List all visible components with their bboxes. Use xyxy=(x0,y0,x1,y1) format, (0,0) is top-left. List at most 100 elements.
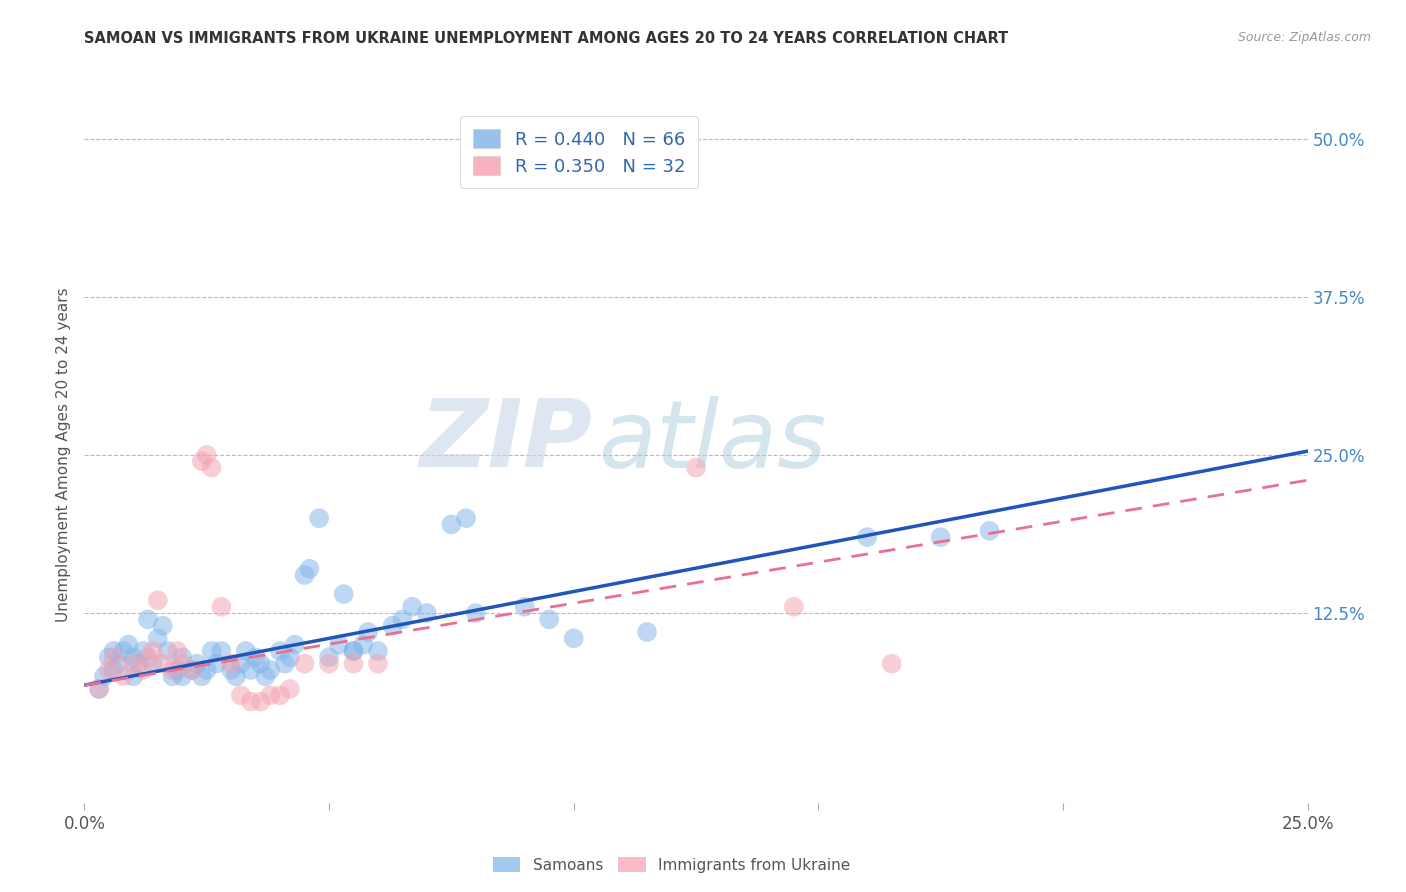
Point xyxy=(136,612,159,626)
Point xyxy=(103,644,125,658)
Point xyxy=(294,568,316,582)
Point xyxy=(783,599,806,614)
Point xyxy=(200,644,222,658)
Point xyxy=(229,688,252,702)
Point xyxy=(391,612,413,626)
Point xyxy=(172,657,194,671)
Point xyxy=(342,644,364,658)
Point xyxy=(122,650,145,665)
Point xyxy=(186,657,208,671)
Point xyxy=(132,644,155,658)
Point xyxy=(440,517,463,532)
Point xyxy=(219,657,242,671)
Point xyxy=(181,663,204,677)
Point xyxy=(284,638,307,652)
Point xyxy=(328,638,350,652)
Point xyxy=(856,530,879,544)
Point xyxy=(166,663,188,677)
Point xyxy=(454,511,477,525)
Point xyxy=(929,530,952,544)
Point xyxy=(342,657,364,671)
Point xyxy=(136,650,159,665)
Point xyxy=(152,657,174,671)
Point xyxy=(685,460,707,475)
Point xyxy=(239,695,262,709)
Point xyxy=(156,644,179,658)
Point xyxy=(162,669,184,683)
Point xyxy=(342,644,364,658)
Point xyxy=(87,681,110,696)
Legend: Samoans, Immigrants from Ukraine: Samoans, Immigrants from Ukraine xyxy=(486,850,856,879)
Point xyxy=(249,695,271,709)
Point xyxy=(254,669,277,683)
Point xyxy=(259,663,281,677)
Point xyxy=(172,669,194,683)
Point xyxy=(195,663,218,677)
Text: Source: ZipAtlas.com: Source: ZipAtlas.com xyxy=(1237,31,1371,45)
Point xyxy=(87,681,110,696)
Point xyxy=(103,663,125,677)
Y-axis label: Unemployment Among Ages 20 to 24 years: Unemployment Among Ages 20 to 24 years xyxy=(56,287,72,623)
Point xyxy=(200,460,222,475)
Point xyxy=(103,650,125,665)
Point xyxy=(245,650,267,665)
Text: ZIP: ZIP xyxy=(419,395,592,487)
Point xyxy=(249,657,271,671)
Point xyxy=(127,657,149,671)
Text: SAMOAN VS IMMIGRANTS FROM UKRAINE UNEMPLOYMENT AMONG AGES 20 TO 24 YEARS CORRELA: SAMOAN VS IMMIGRANTS FROM UKRAINE UNEMPL… xyxy=(84,31,1008,46)
Point xyxy=(117,638,139,652)
Point xyxy=(229,657,252,671)
Point xyxy=(195,448,218,462)
Point xyxy=(93,669,115,683)
Point xyxy=(464,606,486,620)
Point xyxy=(122,657,145,671)
Point xyxy=(538,612,561,626)
Point xyxy=(367,657,389,671)
Point xyxy=(191,669,214,683)
Point xyxy=(142,657,165,671)
Point xyxy=(219,663,242,677)
Point xyxy=(146,632,169,646)
Point xyxy=(274,657,297,671)
Point xyxy=(269,688,291,702)
Point xyxy=(97,650,120,665)
Point xyxy=(381,618,404,632)
Text: atlas: atlas xyxy=(598,395,827,486)
Point xyxy=(332,587,354,601)
Point xyxy=(166,644,188,658)
Point xyxy=(235,644,257,658)
Point xyxy=(146,593,169,607)
Point xyxy=(259,688,281,702)
Point xyxy=(367,644,389,658)
Point xyxy=(97,663,120,677)
Point xyxy=(979,524,1001,538)
Point xyxy=(172,650,194,665)
Point xyxy=(269,644,291,658)
Point xyxy=(112,669,135,683)
Point xyxy=(318,657,340,671)
Point xyxy=(513,599,536,614)
Point xyxy=(132,663,155,677)
Point xyxy=(191,454,214,468)
Point xyxy=(209,599,232,614)
Point xyxy=(239,663,262,677)
Point xyxy=(112,644,135,658)
Point xyxy=(416,606,439,620)
Point xyxy=(162,663,184,677)
Point xyxy=(142,644,165,658)
Point xyxy=(880,657,903,671)
Point xyxy=(278,681,301,696)
Point xyxy=(352,638,374,652)
Point xyxy=(225,669,247,683)
Point xyxy=(636,625,658,640)
Point xyxy=(205,657,228,671)
Point xyxy=(294,657,316,671)
Point xyxy=(152,618,174,632)
Point xyxy=(562,632,585,646)
Point xyxy=(357,625,380,640)
Point xyxy=(181,663,204,677)
Point xyxy=(122,669,145,683)
Point xyxy=(318,650,340,665)
Point xyxy=(401,599,423,614)
Point xyxy=(209,644,232,658)
